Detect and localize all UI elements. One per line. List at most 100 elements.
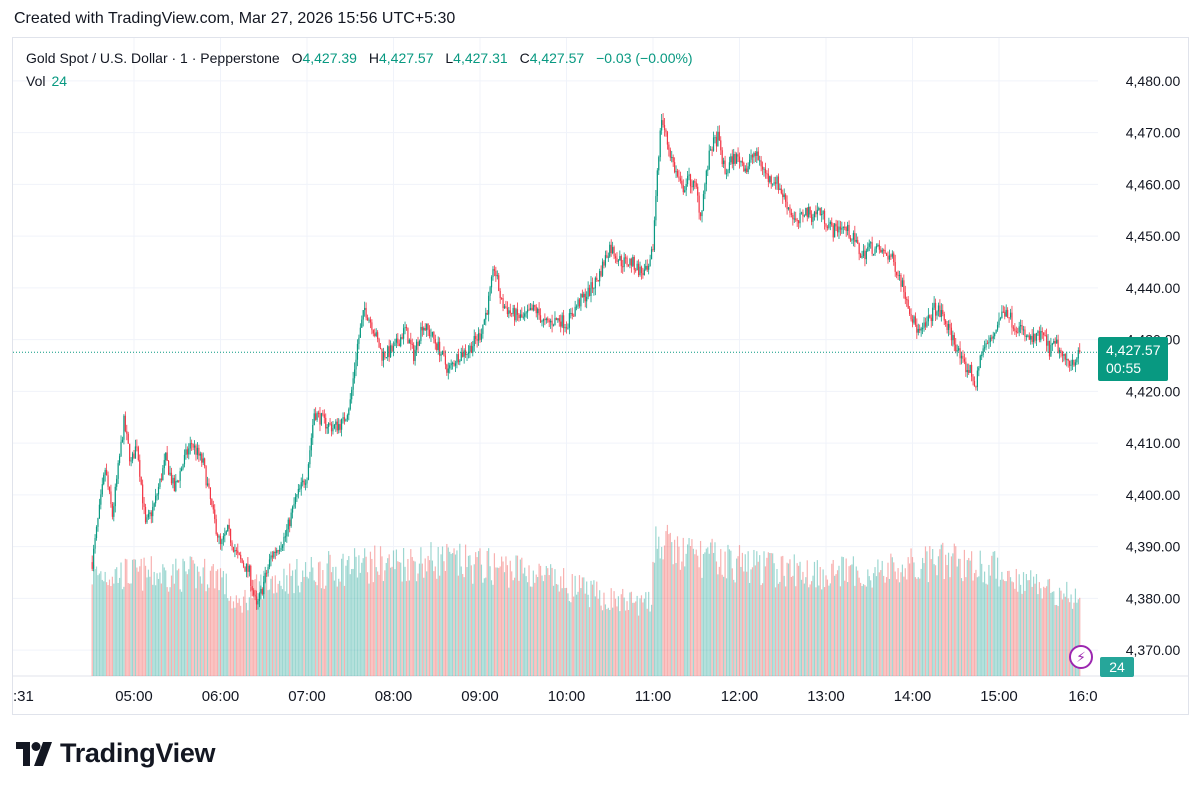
volume-bar	[727, 544, 729, 676]
tradingview-brand[interactable]: TradingView	[16, 738, 216, 769]
candle-body	[606, 255, 608, 258]
candle-body	[936, 311, 938, 316]
volume-bar	[124, 558, 126, 676]
candle-body	[757, 151, 759, 161]
volume-bar	[813, 561, 816, 676]
candle-body	[736, 154, 738, 164]
last-price-tag: 4,427.57 00:55	[1098, 337, 1168, 381]
candle-body	[143, 503, 145, 507]
candle-body	[600, 271, 602, 276]
candle-body	[1034, 333, 1036, 341]
candle-body	[385, 357, 387, 359]
candle-body	[829, 222, 831, 224]
candle-body	[302, 480, 304, 483]
volume-bar	[185, 571, 187, 676]
volume-bar	[777, 583, 780, 676]
candle-body	[705, 170, 707, 185]
volume-bar	[803, 583, 805, 676]
volume-bar	[890, 553, 892, 676]
volume-bar	[555, 583, 558, 676]
volume-label[interactable]: Vol	[26, 73, 46, 89]
volume-bar	[355, 556, 357, 676]
candle-body	[160, 478, 162, 481]
candle-body	[424, 327, 426, 331]
volume-bar	[202, 567, 204, 676]
volume-bar	[371, 558, 373, 676]
volume-bar	[906, 579, 908, 676]
candle-body	[136, 446, 138, 448]
volume-bar	[251, 598, 253, 676]
candle-body	[627, 264, 630, 266]
volume-bar	[630, 591, 632, 676]
candle-body	[653, 220, 656, 250]
candle-body	[142, 484, 144, 504]
candle-body	[949, 323, 951, 328]
volume-bar	[297, 585, 299, 676]
volume-bar	[623, 597, 625, 676]
candle-body	[796, 219, 798, 221]
candle-body	[469, 345, 471, 352]
candle-body	[120, 441, 122, 457]
candle-body	[101, 484, 103, 495]
candle-body	[819, 208, 821, 216]
volume-bar	[923, 563, 925, 676]
candle-body	[826, 226, 829, 228]
volume-bar	[176, 570, 178, 676]
volume-bar	[512, 580, 514, 676]
volume-bar	[815, 587, 817, 676]
candle-body	[554, 317, 556, 326]
volume-bar	[1035, 574, 1038, 676]
volume-bar	[218, 590, 220, 676]
volume-bar	[810, 581, 813, 676]
volume-bar	[430, 542, 432, 676]
volume-bar	[898, 582, 901, 676]
candle-body	[529, 307, 532, 311]
volume-bar	[682, 537, 684, 676]
volume-bar	[1061, 599, 1064, 676]
volume-bar	[345, 565, 347, 676]
y-tick-label: 4,380.00	[1126, 590, 1181, 606]
candle-body	[971, 364, 973, 377]
volume-bar	[911, 557, 914, 676]
candle-body	[727, 170, 729, 174]
volume-bar	[715, 561, 718, 676]
volume-bar	[467, 555, 470, 676]
volume-bar	[1012, 582, 1015, 676]
volume-bar	[240, 605, 242, 676]
candle-body	[475, 336, 477, 340]
candle-body	[934, 302, 937, 316]
volume-bar	[466, 567, 468, 676]
lightning-icon[interactable]: ⚡	[1069, 645, 1093, 669]
volume-bar	[960, 578, 963, 676]
volume-bar	[809, 584, 811, 676]
candle-body	[626, 257, 628, 265]
candle-body	[1038, 331, 1040, 341]
volume-bar	[712, 552, 715, 676]
volume-bar	[981, 563, 983, 676]
candle-body	[642, 273, 644, 276]
candle-body	[1040, 331, 1042, 341]
candle-body	[413, 344, 415, 361]
candle-body	[868, 243, 870, 247]
candle-body	[199, 453, 201, 456]
symbol-title[interactable]: Gold Spot / U.S. Dollar · 1 · Pepperston…	[26, 50, 280, 66]
candle-body	[776, 176, 778, 184]
volume-bar	[780, 556, 782, 676]
volume-bar	[290, 575, 292, 676]
candle-body	[372, 330, 374, 334]
candle-body	[926, 321, 928, 327]
candle-body	[838, 226, 840, 233]
candle-body	[440, 354, 442, 356]
volume-bar	[356, 577, 359, 676]
chart-frame[interactable]: 4,370.00 4,380.00 4,390.00 4,400.00 4,410.00…	[12, 37, 1189, 715]
candle-body	[185, 449, 187, 455]
volume-bar	[539, 565, 542, 676]
candle-body	[414, 349, 416, 361]
volume-bar	[341, 558, 343, 676]
candle-body	[985, 343, 987, 348]
candle-body	[153, 503, 155, 507]
price-chart[interactable]: 4,370.00 4,380.00 4,390.00 4,400.00 4,410.00…	[13, 38, 1188, 714]
volume-bar	[231, 608, 233, 676]
candle-body	[361, 319, 363, 328]
volume-bar	[172, 564, 174, 676]
